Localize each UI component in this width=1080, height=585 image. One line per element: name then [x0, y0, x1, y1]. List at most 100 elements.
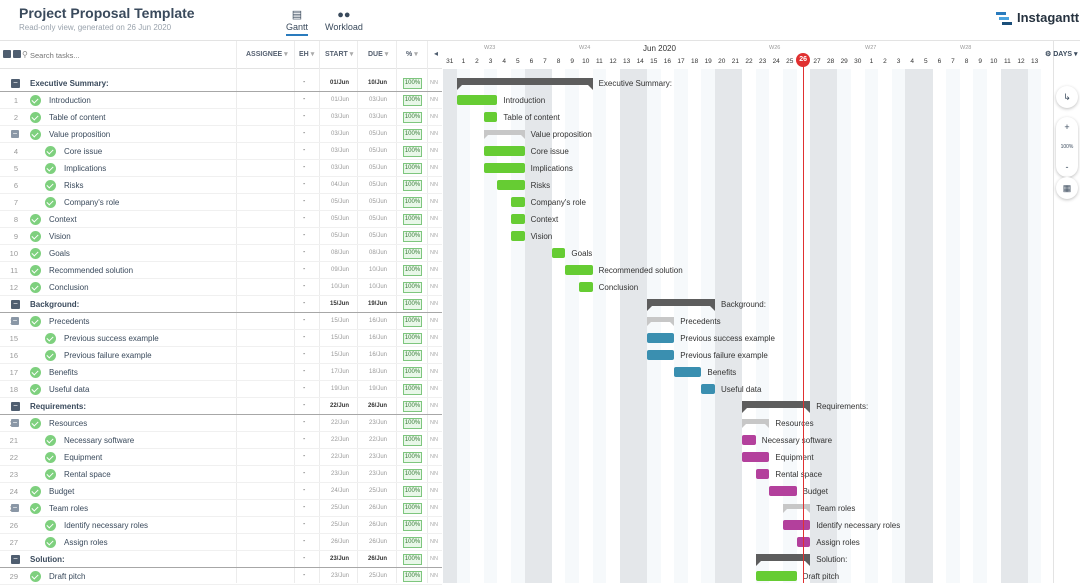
subtask-bar[interactable] [783, 504, 811, 513]
tab-gantt[interactable]: ▤ Gantt [286, 8, 309, 36]
column-due[interactable]: DUE ▾ [368, 50, 388, 58]
task-row[interactable]: 21 Necessary software - 22/Jun 22/Jun 100% NN [0, 432, 442, 449]
group-collapse-icon[interactable]: − [11, 79, 20, 88]
check-icon[interactable] [30, 129, 41, 140]
task-row[interactable]: 15 Previous success example - 15/Jun 16/Jun 1… [0, 330, 442, 347]
task-row[interactable]: 29 Draft pitch - 23/Jun 25/Jun 100% NN [0, 568, 442, 585]
task-bar[interactable] [647, 350, 675, 360]
check-icon[interactable] [45, 350, 56, 361]
check-icon[interactable] [45, 180, 56, 191]
check-icon[interactable] [45, 333, 56, 344]
collapse-table-icon[interactable]: ◂ [434, 49, 439, 58]
task-bar[interactable] [674, 367, 702, 377]
task-bar[interactable] [511, 231, 525, 241]
task-bar[interactable] [647, 333, 675, 343]
column-assignee[interactable]: ASSIGNEE ▾ [246, 50, 288, 58]
group-bar[interactable] [755, 554, 811, 566]
check-icon[interactable] [45, 469, 56, 480]
task-bar[interactable] [511, 214, 525, 224]
task-bar[interactable] [579, 282, 593, 292]
task-row[interactable]: 5 Implications - 03/Jun 05/Jun 100% NN [0, 160, 442, 177]
task-bar[interactable] [551, 248, 566, 258]
check-icon[interactable] [30, 418, 41, 429]
group-row[interactable]: − Background: - 15/Jun 19/Jun 100% NN [0, 296, 442, 313]
task-row[interactable]: 6 Risks - 04/Jun 05/Jun 100% NN [0, 177, 442, 194]
group-row[interactable]: − Requirements: - 22/Jun 26/Jun 100% NN [0, 398, 442, 415]
subtask-bar[interactable] [483, 130, 525, 139]
check-icon[interactable] [30, 282, 41, 293]
task-row[interactable]: 24 Budget - 24/Jun 25/Jun 100% NN [0, 483, 442, 500]
task-bar[interactable] [742, 452, 770, 462]
task-bar[interactable] [483, 146, 525, 156]
task-row[interactable]: 12 Conclusion - 10/Jun 10/Jun 100% NN [0, 279, 442, 296]
task-bar[interactable] [483, 163, 525, 173]
check-icon[interactable] [45, 452, 56, 463]
group-bar[interactable] [742, 401, 811, 413]
task-row[interactable]: 10 Goals - 08/Jun 08/Jun 100% NN [0, 245, 442, 262]
task-row[interactable]: 22 Equipment - 22/Jun 23/Jun 100% NN [0, 449, 442, 466]
check-icon[interactable] [30, 571, 41, 582]
check-icon[interactable] [30, 503, 41, 514]
task-bar[interactable] [755, 469, 770, 479]
task-bar[interactable] [456, 95, 498, 105]
group-row[interactable]: − Solution: - 23/Jun 26/Jun 100% NN [0, 551, 442, 568]
task-row[interactable]: 7 Company's role - 05/Jun 05/Jun 100% NN [0, 194, 442, 211]
task-row[interactable]: 16 Previous failure example - 15/Jun 16/Jun 1… [0, 347, 442, 364]
task-row[interactable]: 23 Rental space - 23/Jun 23/Jun 100% NN [0, 466, 442, 483]
check-icon[interactable] [30, 384, 41, 395]
subtask-bar[interactable] [742, 419, 770, 428]
task-bar[interactable] [483, 112, 498, 122]
check-icon[interactable] [30, 231, 41, 242]
task-row[interactable]: 11 Recommended solution - 09/Jun 10/Jun 100% N… [0, 262, 442, 279]
check-icon[interactable] [45, 537, 56, 548]
task-row[interactable]: 1 Introduction - 01/Jun 03/Jun 100% NN [0, 92, 442, 109]
collapse-all-icon[interactable] [13, 50, 21, 58]
task-row[interactable]: 4 Core issue - 03/Jun 05/Jun 100% NN [0, 143, 442, 160]
check-icon[interactable] [30, 248, 41, 259]
group-row[interactable]: − Executive Summary: - 01/Jun 10/Jun 100% NN [0, 75, 442, 92]
task-row[interactable]: 9 Vision - 05/Jun 05/Jun 100% NN [0, 228, 442, 245]
check-icon[interactable] [45, 146, 56, 157]
check-icon[interactable] [30, 367, 41, 378]
check-icon[interactable] [30, 95, 41, 106]
search-input[interactable] [30, 51, 230, 60]
task-bar[interactable] [565, 265, 593, 275]
task-bar[interactable] [511, 197, 525, 207]
task-row[interactable]: 2 Table of content - 03/Jun 03/Jun 100% NN [0, 109, 442, 126]
check-icon[interactable] [45, 163, 56, 174]
subtask-collapse-icon[interactable]: − [11, 129, 19, 138]
task-row[interactable]: 26 Identify necessary roles - 25/Jun 26/Jun 1… [0, 517, 442, 534]
group-collapse-icon[interactable]: − [11, 402, 20, 411]
column-start[interactable]: START ▾ [325, 50, 353, 58]
subtask-collapse-icon[interactable]: − [11, 418, 19, 427]
check-icon[interactable] [30, 214, 41, 225]
dependencies-button[interactable]: ↳ [1056, 86, 1078, 108]
subtask-bar[interactable] [647, 317, 675, 326]
subtask-collapse-icon[interactable]: − [11, 503, 19, 512]
check-icon[interactable] [30, 112, 41, 123]
task-row[interactable]: 17 Benefits - 17/Jun 18/Jun 100% NN [0, 364, 442, 381]
task-bar[interactable] [497, 180, 525, 190]
group-collapse-icon[interactable]: − [11, 300, 20, 309]
expand-all-icon[interactable] [3, 50, 11, 58]
check-icon[interactable] [30, 265, 41, 276]
tab-workload[interactable]: ●● Workload [325, 8, 363, 32]
zoom-in-button[interactable]: + [1064, 122, 1070, 132]
column-eh[interactable]: EH ▾ [299, 50, 314, 58]
group-bar[interactable] [647, 299, 715, 311]
group-bar[interactable] [456, 78, 593, 90]
task-bar[interactable] [783, 520, 811, 530]
task-row[interactable]: 18 Useful data - 19/Jun 19/Jun 100% NN [0, 381, 442, 398]
task-bar[interactable] [769, 486, 797, 496]
group-collapse-icon[interactable]: − [11, 555, 20, 564]
column-percent[interactable]: % ▾ [406, 50, 418, 58]
check-icon[interactable] [30, 316, 41, 327]
map-button[interactable]: ▦ [1056, 177, 1078, 199]
task-bar[interactable] [755, 571, 797, 581]
zoom-out-button[interactable]: - [1065, 162, 1069, 172]
check-icon[interactable] [45, 197, 56, 208]
